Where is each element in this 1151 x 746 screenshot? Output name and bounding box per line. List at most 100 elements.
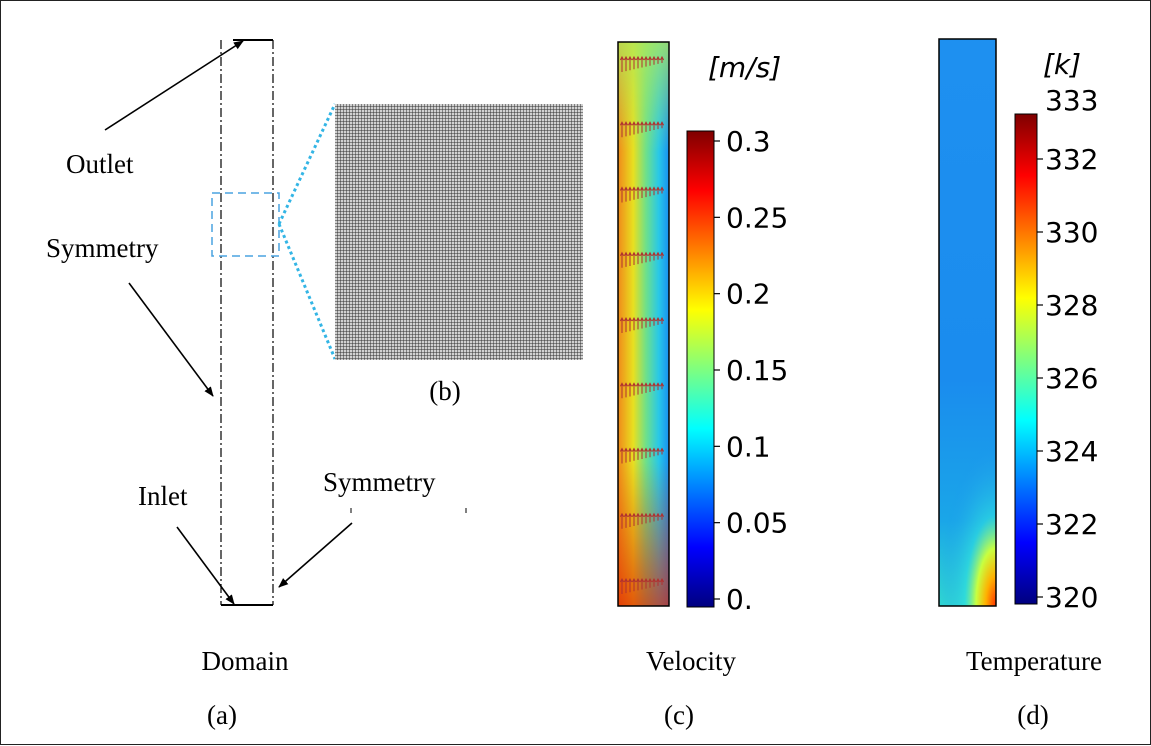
velocity-arrowhead	[643, 316, 649, 322]
velocity-arrowhead	[659, 512, 665, 517]
velocity-arrowhead	[647, 447, 653, 452]
velocity-caption: Velocity	[646, 646, 736, 676]
velocity-arrowhead	[623, 577, 629, 583]
velocity-arrowhead	[627, 447, 633, 452]
velocity-arrowhead	[647, 55, 653, 61]
temperature-tick-label: 324	[1045, 435, 1098, 468]
velocity-arrows	[619, 55, 665, 594]
velocity-arrowhead	[635, 121, 641, 126]
velocity-arrowhead	[639, 382, 645, 387]
velocity-arrowhead	[655, 55, 661, 61]
velocity-tick-label: 0.	[726, 583, 753, 616]
velocity-tick-label: 0.1	[726, 430, 771, 463]
velocity-arrowhead	[631, 447, 637, 452]
velocity-arrowhead	[631, 512, 637, 517]
velocity-arrowhead	[659, 447, 665, 452]
velocity-arrowhead	[651, 121, 657, 126]
velocity-arrowhead	[635, 382, 641, 387]
velocity-tick-label: 0.25	[726, 201, 788, 234]
velocity-arrowhead	[619, 447, 625, 452]
velocity-arrowhead	[659, 121, 665, 126]
velocity-arrowhead	[623, 316, 629, 322]
velocity-arrowhead	[627, 121, 633, 126]
mesh-image	[335, 104, 583, 360]
inlet-label: Inlet	[138, 481, 188, 511]
velocity-arrowhead	[659, 55, 665, 61]
velocity-arrowhead	[627, 316, 633, 322]
panel-b: (b)	[277, 103, 583, 406]
velocity-arrowhead	[643, 382, 649, 387]
temperature-tick-label: 326	[1045, 362, 1098, 395]
panel-d-letter: (d)	[1017, 700, 1048, 730]
temperature-colorbar-ticks: 332 330 328 326 324 322 320	[1037, 143, 1098, 614]
velocity-arrowhead	[659, 382, 665, 387]
velocity-arrowhead	[627, 251, 633, 256]
panel-b-letter: (b)	[429, 376, 460, 406]
temperature-tick-label: 330	[1045, 216, 1098, 249]
velocity-arrowhead	[655, 447, 661, 452]
velocity-arrowhead	[647, 121, 653, 126]
temperature-colorbar-top-label: 333	[1045, 84, 1098, 117]
velocity-arrowhead	[655, 121, 661, 126]
temperature-tick-label: 322	[1045, 508, 1098, 541]
velocity-arrowhead	[639, 55, 645, 61]
velocity-arrowhead	[623, 121, 629, 126]
inlet-arrow	[176, 526, 235, 605]
symmetry-right-label: Symmetry	[323, 467, 436, 497]
velocity-arrowhead	[623, 512, 629, 517]
velocity-arrowhead	[627, 512, 633, 517]
velocity-arrowhead	[647, 382, 653, 387]
velocity-arrowhead	[651, 316, 657, 322]
velocity-arrowhead	[619, 251, 625, 256]
symmetry-left-label: Symmetry	[46, 233, 159, 263]
velocity-arrowhead	[619, 121, 625, 126]
panel-d: [k] 333 332 330 328 326 324 322 320 Temperatur…	[938, 38, 1102, 730]
zoom-line-top	[277, 103, 337, 225]
velocity-arrowhead	[627, 577, 633, 583]
domain-caption: Domain	[202, 646, 289, 676]
velocity-arrowhead	[631, 55, 637, 61]
velocity-arrowhead	[639, 577, 645, 583]
zoom-line-bottom	[277, 223, 337, 360]
zoom-selection-box	[211, 192, 280, 257]
velocity-arrowhead	[639, 447, 645, 452]
velocity-arrowhead	[659, 577, 665, 583]
velocity-arrowhead	[639, 121, 645, 126]
velocity-arrowhead	[623, 251, 629, 256]
velocity-arrowhead	[635, 186, 641, 191]
velocity-colorbar-ticks: 0.3 0.25 0.2 0.15 0.1 0.05 0.	[714, 125, 788, 616]
velocity-arrowhead	[643, 512, 649, 517]
velocity-arrowhead	[659, 316, 665, 322]
velocity-arrowhead	[655, 316, 661, 322]
velocity-colorbar	[686, 130, 715, 608]
velocity-arrowhead	[655, 251, 661, 256]
velocity-arrowhead	[623, 186, 629, 191]
velocity-arrowhead	[655, 577, 661, 583]
velocity-arrowhead	[639, 512, 645, 517]
velocity-arrowhead	[635, 577, 641, 583]
velocity-arrowhead	[619, 186, 625, 191]
velocity-arrowhead	[635, 55, 641, 61]
temperature-unit-label: [k]	[1043, 48, 1081, 81]
velocity-arrowhead	[619, 382, 625, 387]
velocity-arrowhead	[619, 577, 625, 583]
velocity-arrowhead	[639, 316, 645, 322]
velocity-arrowhead	[619, 512, 625, 517]
temperature-colorbar	[1014, 113, 1038, 605]
velocity-arrowhead	[647, 512, 653, 517]
velocity-arrowhead	[655, 186, 661, 191]
velocity-tick-label: 0.05	[726, 507, 788, 540]
velocity-field-frame	[617, 41, 670, 607]
velocity-tick-label: 0.2	[726, 278, 771, 311]
velocity-arrowhead	[659, 251, 665, 256]
velocity-arrowhead	[623, 55, 629, 61]
outlet-arrow	[104, 40, 244, 131]
panel-c: [m/s] 0.3 0.25 0.2 0.15 0.1 0.05 0. Velocity (…	[617, 41, 788, 730]
velocity-arrowhead	[647, 316, 653, 322]
panel-a-letter: (a)	[207, 700, 237, 730]
velocity-unit-label: [m/s]	[708, 51, 781, 84]
velocity-arrowhead	[627, 382, 633, 387]
velocity-arrowhead	[651, 251, 657, 256]
